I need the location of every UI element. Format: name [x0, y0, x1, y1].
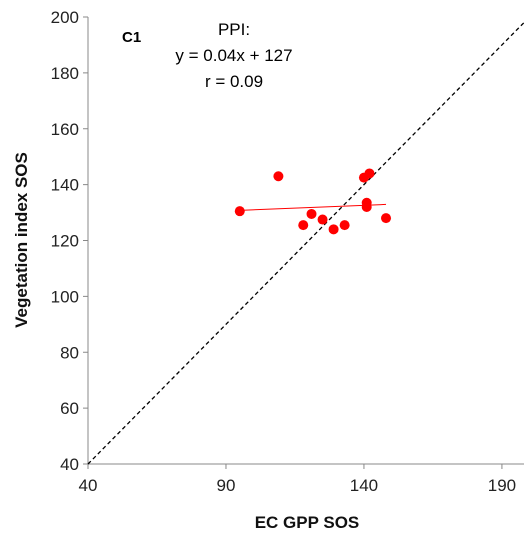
one-to-one-line	[87, 22, 525, 465]
data-point	[361, 201, 372, 212]
y-tick-label: 180	[51, 64, 79, 83]
tick-labels: 40 60 80 100 120 140 160 180 200 40 90 140 190	[51, 8, 516, 495]
data-point	[298, 220, 309, 231]
regression-line	[239, 203, 387, 211]
x-axis-title: EC GPP SOS	[255, 513, 360, 532]
data-point	[328, 224, 339, 235]
data-point	[234, 206, 245, 217]
panel-label: C1	[122, 29, 141, 46]
annotation-r: r = 0.09	[205, 72, 263, 91]
data-point	[364, 168, 375, 179]
fit-line-layer	[239, 203, 387, 211]
x-tick-label: 40	[79, 476, 98, 495]
data-point	[273, 171, 284, 182]
data-point	[339, 220, 350, 231]
axes	[83, 16, 524, 469]
annotation-equation: y = 0.04x + 127	[175, 46, 292, 65]
y-axis-title: Vegetation index SOS	[12, 152, 31, 328]
y-tick-label: 140	[51, 176, 79, 195]
points-layer	[234, 168, 392, 235]
x-tick-label: 190	[488, 476, 516, 495]
y-tick-label: 160	[51, 120, 79, 139]
reference-line-layer	[87, 22, 525, 465]
y-tick-label: 200	[51, 8, 79, 27]
x-tick-label: 90	[217, 476, 236, 495]
y-tick-label: 60	[60, 399, 79, 418]
y-tick-label: 100	[51, 287, 79, 306]
x-tick-label: 140	[350, 476, 378, 495]
data-point	[317, 214, 328, 225]
y-tick-label: 40	[60, 455, 79, 474]
data-point	[306, 208, 317, 219]
data-point	[381, 213, 392, 224]
annotation-ppi: PPI:	[218, 20, 250, 39]
y-tick-label: 80	[60, 343, 79, 362]
y-tick-label: 120	[51, 232, 79, 251]
